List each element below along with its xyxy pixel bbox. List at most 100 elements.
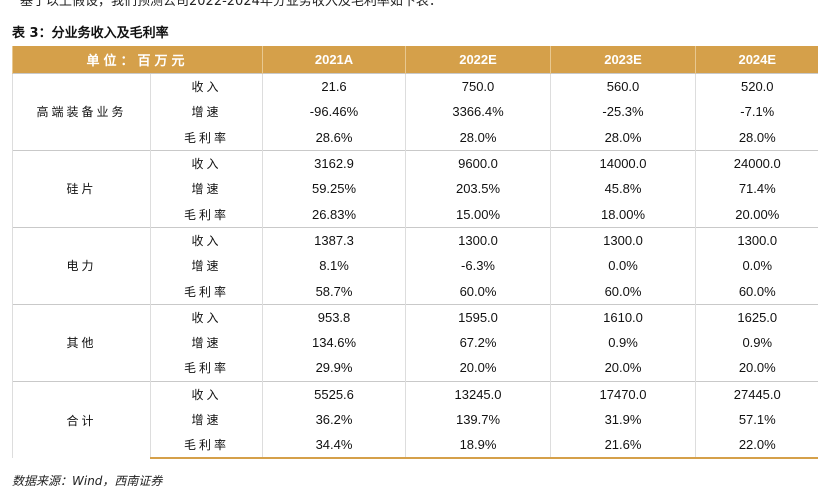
table-row: 增速 59.25% 203.5% 45.8% 71.4% bbox=[13, 176, 818, 202]
value-cell: -96.46% bbox=[262, 99, 406, 125]
table-row: 毛利率 28.6% 28.0% 28.0% 28.0% bbox=[13, 124, 818, 151]
value-cell: 21.6% bbox=[550, 432, 696, 460]
value-cell: 27445.0 bbox=[695, 380, 818, 407]
value-cell: 1387.3 bbox=[262, 226, 406, 254]
row-label: 毛利率 bbox=[149, 201, 263, 228]
value-cell: -6.3% bbox=[405, 253, 551, 279]
value-cell: 29.9% bbox=[262, 355, 406, 382]
value-cell: 45.8% bbox=[550, 176, 696, 202]
value-cell: 0.0% bbox=[695, 253, 818, 279]
value-cell: 67.2% bbox=[405, 329, 551, 356]
value-cell: 750.0 bbox=[405, 73, 551, 100]
value-cell: 28.0% bbox=[695, 124, 818, 151]
value-cell: 17470.0 bbox=[550, 380, 696, 407]
value-cell: 36.2% bbox=[262, 406, 406, 433]
value-cell: 60.0% bbox=[405, 278, 551, 305]
value-cell: 139.7% bbox=[405, 406, 551, 433]
value-cell: 3162.9 bbox=[262, 149, 406, 177]
source-note: 数据来源：Wind，西南证券 bbox=[12, 474, 163, 488]
header-cell: 2024E bbox=[695, 46, 818, 74]
value-cell: 20.00% bbox=[695, 201, 818, 228]
value-cell: 953.8 bbox=[262, 303, 406, 330]
value-cell: 57.1% bbox=[695, 406, 818, 433]
value-cell: 28.0% bbox=[550, 124, 696, 151]
value-cell: 203.5% bbox=[405, 176, 551, 202]
table-row: 其他 收入 953.8 1595.0 1610.0 1625.0 bbox=[12, 303, 818, 382]
row-label: 增速 bbox=[149, 99, 263, 125]
row-label: 增速 bbox=[149, 253, 263, 279]
value-cell: 8.1% bbox=[262, 253, 406, 279]
value-cell: 0.9% bbox=[550, 329, 696, 356]
value-cell: 1300.0 bbox=[405, 226, 551, 254]
data-table: 单位：百万元 2021A 2022E 2023E 2024E 高端装备业务 收入 21.6 7… bbox=[11, 46, 818, 460]
value-cell: 60.0% bbox=[695, 278, 818, 305]
value-cell: 0.0% bbox=[550, 253, 696, 279]
value-cell: 18.9% bbox=[405, 432, 551, 460]
group-name: 高端装备业务 bbox=[12, 73, 151, 151]
value-cell: 0.9% bbox=[695, 329, 818, 356]
table-row: 增速 36.2% 139.7% 31.9% 57.1% bbox=[13, 406, 818, 433]
value-cell: 1300.0 bbox=[695, 226, 818, 254]
row-label: 增速 bbox=[149, 406, 263, 433]
value-cell: 22.0% bbox=[695, 432, 818, 460]
table-row: 毛利率 58.7% 60.0% 60.0% 60.0% bbox=[13, 278, 818, 305]
value-cell: 13245.0 bbox=[405, 380, 551, 407]
row-label: 增速 bbox=[149, 329, 263, 356]
value-cell: 1625.0 bbox=[695, 303, 818, 330]
table-row: 增速 134.6% 67.2% 0.9% 0.9% bbox=[13, 329, 818, 356]
header-cell: 单位：百万元 bbox=[11, 46, 263, 74]
value-cell: 59.25% bbox=[262, 176, 406, 202]
table-row: 毛利率 34.4% 18.9% 21.6% 22.0% bbox=[13, 432, 818, 460]
value-cell: -7.1% bbox=[695, 99, 818, 125]
value-cell: 28.6% bbox=[262, 124, 406, 151]
value-cell: 20.0% bbox=[405, 355, 551, 382]
value-cell: 1595.0 bbox=[405, 303, 551, 330]
table-row: 硅片 收入 3162.9 9600.0 14000.0 24000.0 bbox=[12, 149, 818, 228]
value-cell: 14000.0 bbox=[550, 149, 696, 177]
value-cell: 3366.4% bbox=[405, 99, 551, 125]
row-label: 收入 bbox=[149, 380, 263, 407]
row-label: 毛利率 bbox=[149, 432, 263, 460]
value-cell: 520.0 bbox=[695, 73, 818, 100]
table-body: 高端装备业务 收入 21.6 750.0 560.0 520.0 增速 -96.46% 3366… bbox=[12, 73, 818, 460]
value-cell: 15.00% bbox=[405, 201, 551, 228]
table-row: 高端装备业务 收入 21.6 750.0 560.0 520.0 bbox=[12, 73, 818, 151]
table-row: 增速 8.1% -6.3% 0.0% 0.0% bbox=[13, 253, 818, 279]
header-cell: 2023E bbox=[550, 46, 696, 74]
header-row: 单位：百万元 2021A 2022E 2023E 2024E bbox=[11, 46, 818, 74]
value-cell: 20.0% bbox=[550, 355, 696, 382]
row-label: 增速 bbox=[149, 176, 263, 202]
value-cell: 24000.0 bbox=[695, 149, 818, 177]
row-label: 毛利率 bbox=[149, 124, 263, 151]
value-cell: 9600.0 bbox=[405, 149, 551, 177]
value-cell: 560.0 bbox=[550, 73, 696, 100]
group-name: 硅片 bbox=[12, 149, 151, 228]
value-cell: 34.4% bbox=[262, 432, 406, 460]
group-name: 其他 bbox=[12, 303, 151, 382]
header-cell: 2022E bbox=[405, 46, 551, 74]
value-cell: 58.7% bbox=[262, 278, 406, 305]
row-label: 毛利率 bbox=[149, 355, 263, 382]
table-caption: 表 3：分业务收入及毛利率 bbox=[12, 26, 169, 41]
header-cell: 2021A bbox=[262, 46, 406, 74]
table-row: 合计 收入 5525.6 13245.0 17470.0 27445.0 bbox=[12, 380, 818, 459]
row-label: 毛利率 bbox=[149, 278, 263, 305]
table-row: 毛利率 29.9% 20.0% 20.0% 20.0% bbox=[13, 355, 818, 382]
table-row: 增速 -96.46% 3366.4% -25.3% -7.1% bbox=[13, 99, 818, 125]
row-label: 收入 bbox=[149, 303, 263, 330]
value-cell: 5525.6 bbox=[262, 380, 406, 407]
row-label: 收入 bbox=[149, 149, 263, 177]
value-cell: 1300.0 bbox=[550, 226, 696, 254]
value-cell: 20.0% bbox=[695, 355, 818, 382]
value-cell: 60.0% bbox=[550, 278, 696, 305]
value-cell: 21.6 bbox=[262, 73, 406, 100]
value-cell: 71.4% bbox=[695, 176, 818, 202]
value-cell: 1610.0 bbox=[550, 303, 696, 330]
value-cell: 134.6% bbox=[262, 329, 406, 356]
group-name: 合计 bbox=[12, 380, 151, 459]
value-cell: -25.3% bbox=[550, 99, 696, 125]
value-cell: 31.9% bbox=[550, 406, 696, 433]
table-row: 电力 收入 1387.3 1300.0 1300.0 1300.0 bbox=[12, 226, 818, 305]
group-name: 电力 bbox=[12, 226, 151, 305]
